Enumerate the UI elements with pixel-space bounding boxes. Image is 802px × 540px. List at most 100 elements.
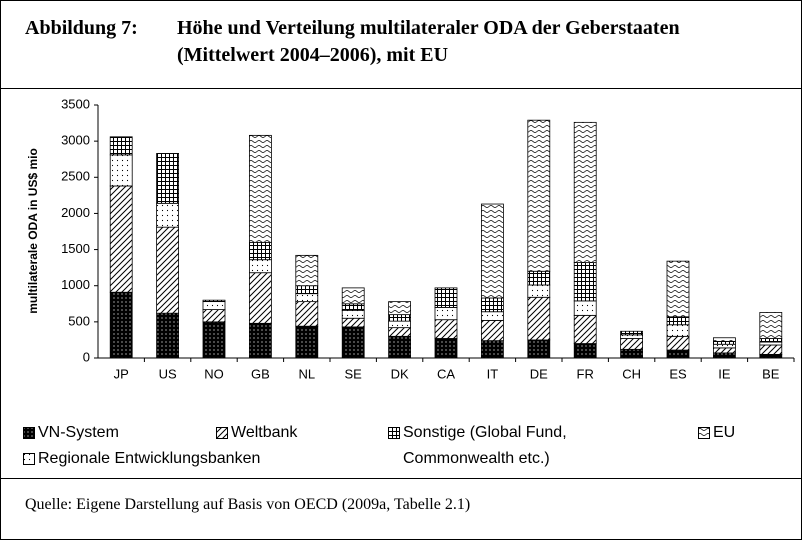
y-tick-label: 2000 (61, 205, 90, 220)
bar-segment (202, 299, 226, 303)
bar-segment (713, 337, 736, 342)
x-tick-label: ES (669, 366, 687, 381)
bar-segment (527, 270, 551, 286)
bar-segment (156, 153, 180, 204)
y-tick-label: 2500 (61, 169, 90, 184)
bar-segment (388, 301, 412, 316)
bar-segment (109, 136, 133, 156)
bar-segment (713, 343, 736, 349)
bar-segment (480, 311, 504, 321)
bar-segment (156, 226, 180, 314)
bar-segment (666, 349, 690, 359)
y-tick-label: 500 (68, 313, 90, 328)
y-tick-label: 1500 (61, 241, 90, 256)
y-tick-label: 1000 (61, 277, 90, 292)
legend-swatch (216, 427, 228, 439)
bar-segment (341, 287, 365, 305)
bar-segment (573, 343, 597, 359)
bar-segment (480, 320, 504, 342)
bar-segment (573, 262, 597, 302)
bar-segment (156, 202, 180, 228)
bar-segment (109, 291, 133, 359)
title-line: (Mittelwert 2004–2006), mit EU (177, 44, 449, 66)
bar-segment (388, 314, 412, 322)
bar-segment (156, 312, 180, 359)
x-tick-label: IE (718, 366, 731, 381)
bar-segment (527, 119, 551, 272)
bar-segment (295, 293, 319, 303)
bar-segment (388, 327, 412, 337)
legend-swatch (388, 427, 400, 439)
divider (1, 478, 801, 479)
bar-segment (666, 324, 690, 337)
x-tick-label: DK (391, 366, 409, 381)
bar-segment (480, 203, 504, 299)
x-tick-label: IT (487, 366, 499, 381)
bar-segment (341, 326, 365, 359)
source: Quelle: Eigene Darstellung auf Basis von… (25, 496, 471, 513)
legend-item: Sonstige (Global Fund, Commonwealth etc.… (388, 420, 628, 472)
legend-item: Regionale Entwicklungsbanken (23, 446, 260, 472)
figure-label: Abbildung 7: (25, 17, 138, 39)
bar-segment (295, 285, 319, 295)
bar-segment (248, 259, 272, 274)
x-tick-label: JP (114, 366, 129, 381)
x-tick-label: DE (530, 366, 548, 381)
bar-segment (341, 303, 365, 311)
legend-label: Sonstige (Global Fund, Commonwealth etc.… (403, 424, 567, 467)
bar-segment (759, 312, 783, 339)
bar-segment (248, 322, 272, 359)
legend-item: Weltbank (216, 420, 297, 446)
x-tick-label: CH (622, 366, 641, 381)
legend-label: EU (713, 424, 736, 441)
bar-segment (295, 325, 319, 359)
bar-segment (713, 352, 736, 359)
bar-segment (248, 272, 272, 324)
bar-segment (202, 309, 226, 323)
bar-segment (109, 185, 133, 293)
bar-segment (759, 338, 783, 343)
bar-segment (573, 300, 597, 316)
bar-segment (202, 321, 226, 359)
legend-label: VN-System (38, 424, 119, 441)
bar-segment (341, 309, 365, 319)
bar-segment (527, 284, 551, 298)
title-line: Höhe und Verteilung multilateraler ODA d… (177, 17, 680, 39)
x-tick-label: US (159, 366, 177, 381)
legend-label: Weltbank (231, 424, 298, 441)
legend-label: Regionale Entwicklungsbanken (38, 450, 261, 467)
bar-segment (620, 334, 643, 339)
bar-segment (109, 154, 133, 187)
legend-item: VN-System (23, 420, 119, 446)
bar-segment (480, 297, 504, 313)
bar-segment (434, 306, 458, 321)
legend-swatch (23, 453, 35, 465)
bar-segment (713, 347, 736, 354)
chart: multilaterale ODA in US$ mio 0 500 1000 150… (26, 96, 795, 381)
bar-segment (480, 340, 504, 359)
bar-segment (527, 339, 551, 359)
legend-item: EU (698, 420, 735, 446)
bar-segment (759, 344, 783, 355)
x-tick-label: GB (251, 366, 270, 381)
legend-swatch (23, 427, 35, 439)
bar-segment (713, 340, 736, 345)
divider (1, 88, 801, 89)
bar-segment (759, 341, 783, 346)
bar-segment (666, 335, 690, 351)
bar-segment (573, 314, 597, 344)
bar-segment (434, 287, 458, 308)
bar-segment (620, 338, 643, 350)
bar-segment (295, 301, 319, 327)
bar-segment (759, 353, 783, 359)
bar-segment (434, 319, 458, 339)
x-tick-label: NO (204, 366, 224, 381)
y-tick-label: 0 (83, 349, 90, 364)
bar-segment (527, 296, 551, 341)
bar-segment (573, 121, 597, 263)
x-tick-label: BE (762, 366, 780, 381)
legend-swatch (698, 427, 710, 439)
y-tick-label: 3000 (61, 133, 90, 148)
x-tick-label: FR (577, 366, 594, 381)
